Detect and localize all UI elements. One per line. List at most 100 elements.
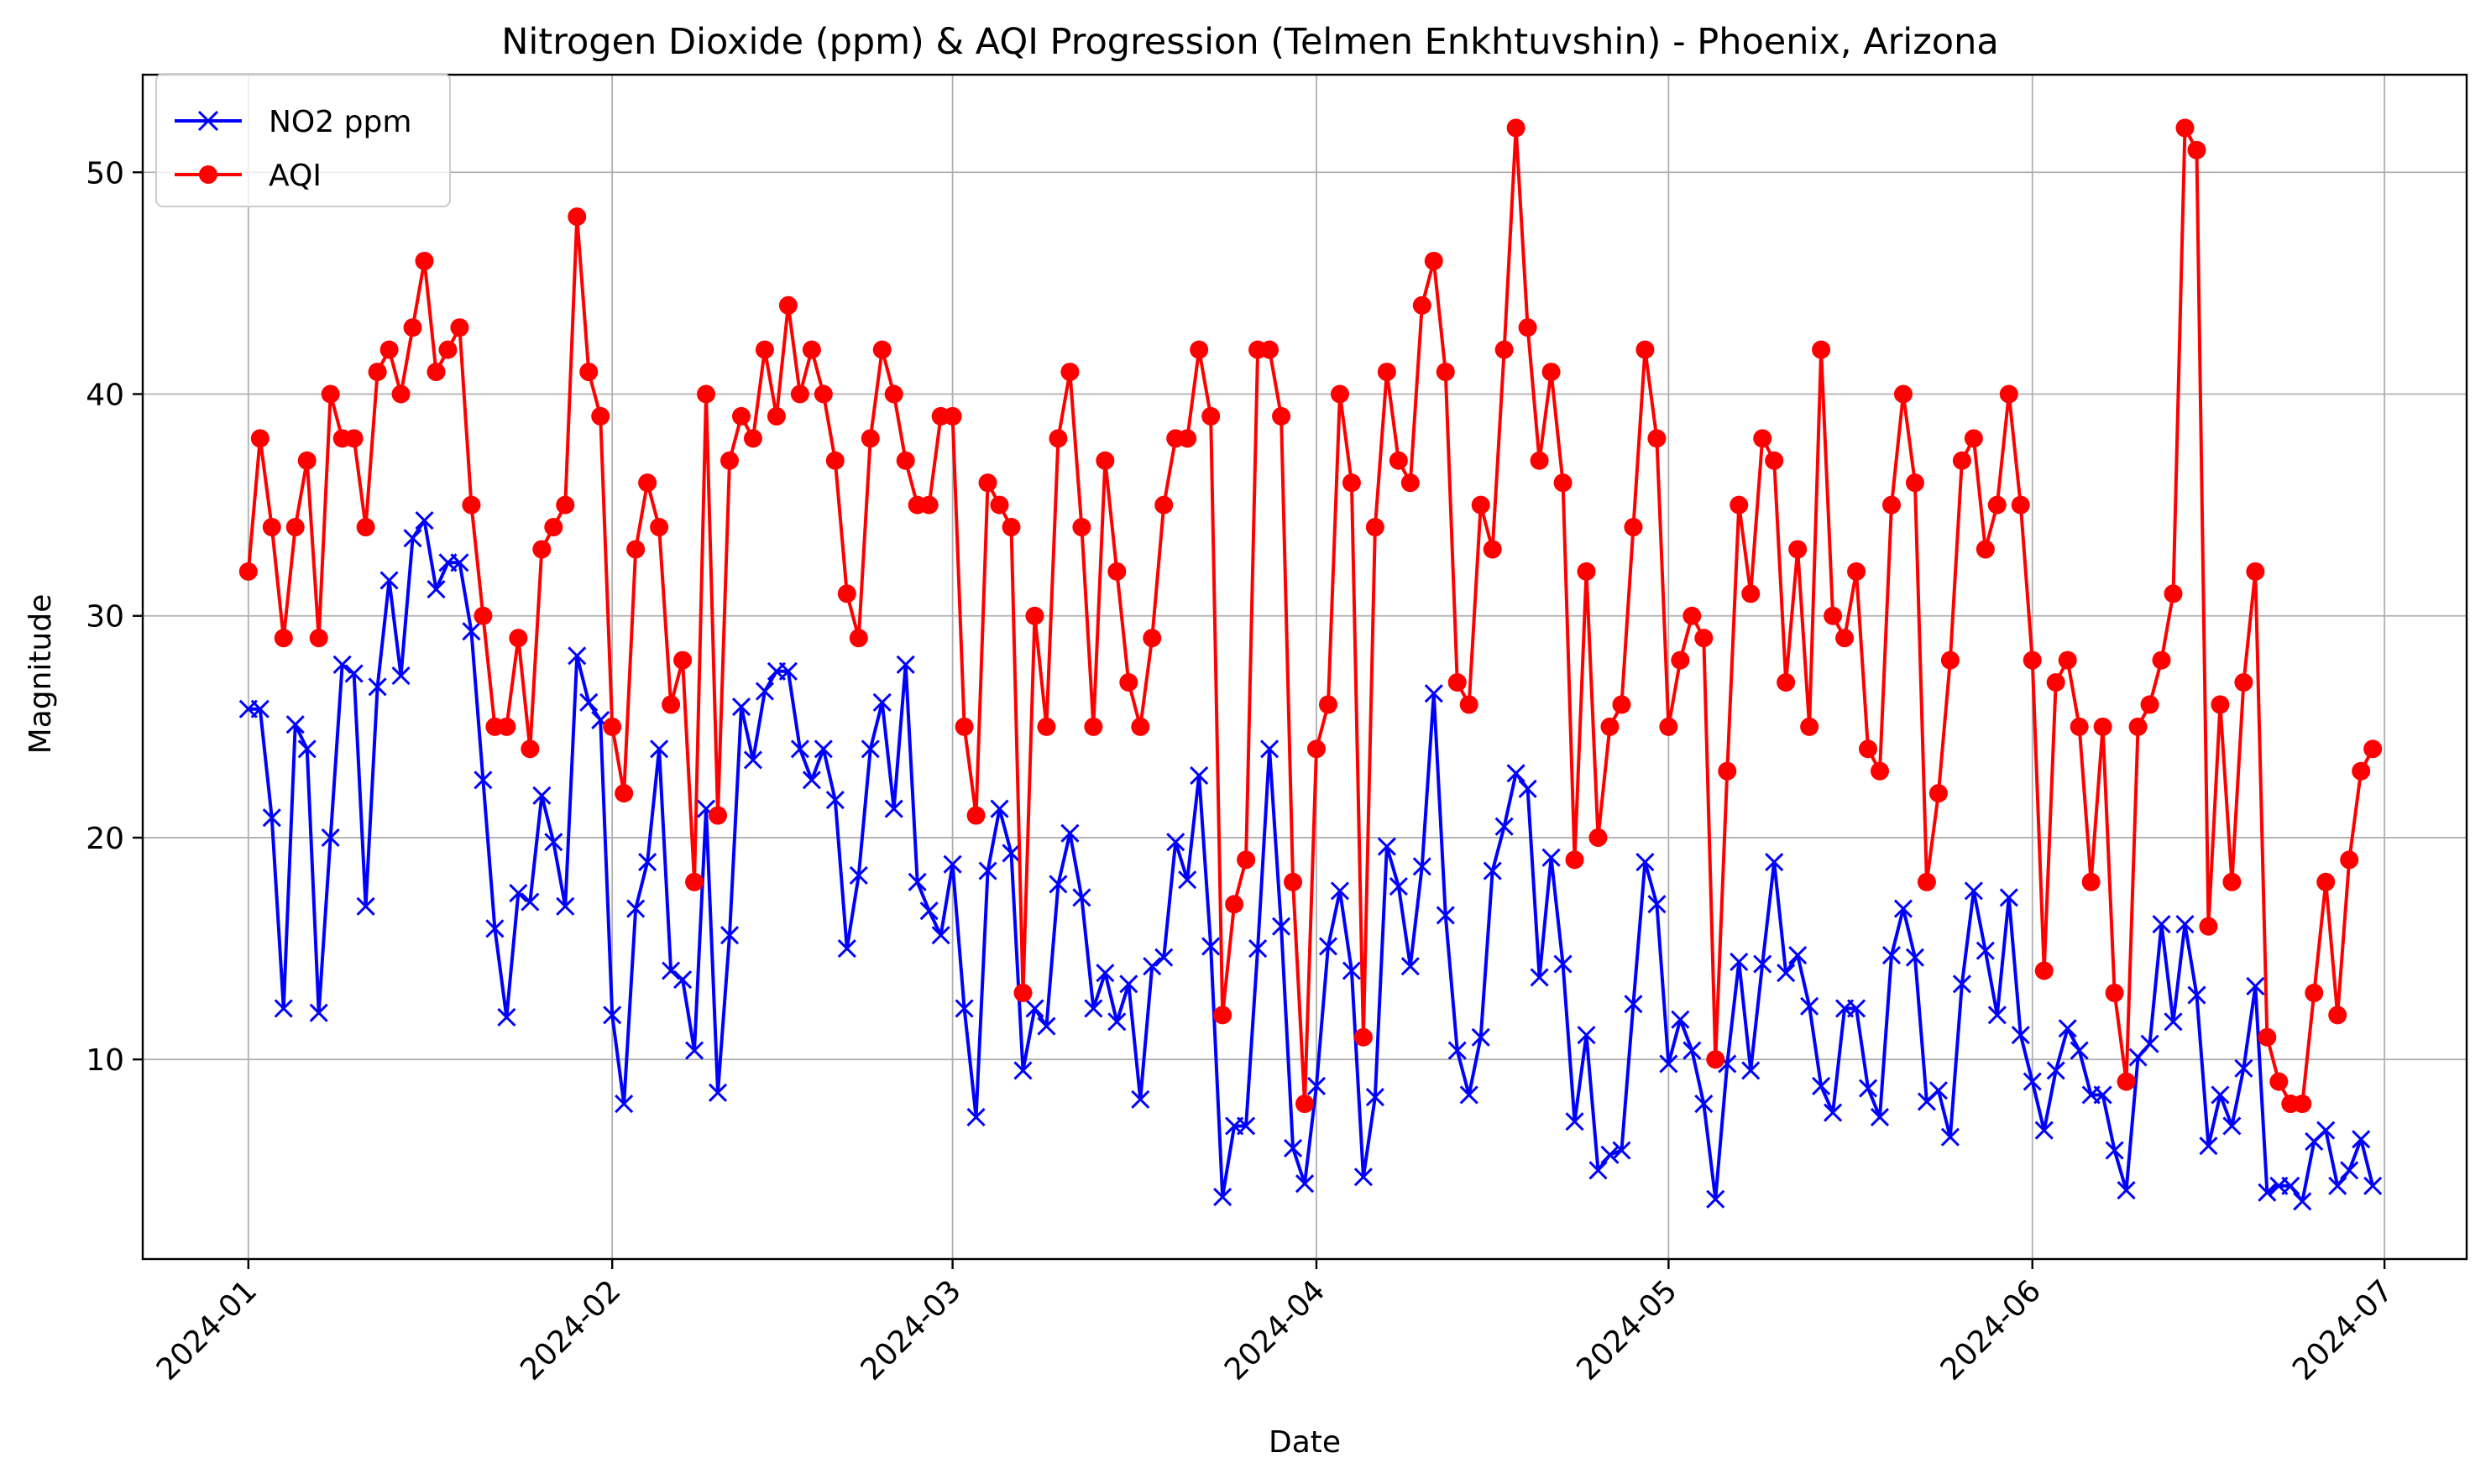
aqi-point — [1952, 451, 1971, 470]
no2-point — [1107, 1012, 1127, 1032]
aqi-point — [1741, 584, 1761, 604]
aqi-point — [1928, 784, 1948, 803]
no2-point — [1143, 957, 1162, 976]
no2-point — [1166, 833, 1185, 852]
aqi-point — [872, 340, 892, 359]
no2-point — [1518, 779, 1537, 798]
no2-point — [1353, 1168, 1373, 1187]
no2-point — [2246, 976, 2265, 996]
no2-point — [1483, 861, 1502, 880]
aqi-point — [2199, 917, 2218, 936]
aqi-point — [1506, 118, 1525, 138]
no2-point — [1190, 766, 1209, 786]
aqi-point — [591, 406, 610, 426]
no2-point — [368, 677, 387, 697]
aqi-point — [415, 251, 434, 270]
aqi-point — [1436, 363, 1455, 382]
aqi-point — [1190, 340, 1209, 359]
no2-point — [1131, 1089, 1150, 1109]
no2-point — [1049, 875, 1068, 894]
aqi-point — [790, 384, 809, 404]
aqi-point — [1272, 406, 1291, 426]
no2-point — [391, 666, 411, 686]
aqi-point — [1306, 739, 1326, 759]
aqi-point — [1881, 495, 1901, 515]
aqi-point — [849, 629, 868, 648]
no2-point — [1494, 817, 1514, 836]
no2-point — [2222, 1116, 2242, 1136]
aqi-point — [978, 473, 997, 493]
no2-point — [731, 698, 751, 717]
aqi-point — [1893, 384, 1913, 404]
no2-point — [1436, 906, 1455, 925]
aqi-point — [638, 473, 657, 493]
no2-point — [919, 901, 939, 921]
no2-point — [1999, 888, 2018, 907]
no2-point — [1624, 995, 1643, 1014]
aqi-point — [1824, 606, 1843, 625]
aqi-point — [309, 629, 328, 648]
aqi-point — [297, 451, 317, 470]
aqi-point — [2023, 651, 2042, 670]
aqi-point — [2246, 562, 2265, 581]
no2-point — [662, 961, 681, 980]
no2-point — [849, 865, 868, 885]
no2-point — [1530, 968, 1549, 987]
no2-point — [1788, 945, 1808, 965]
no2-point — [1928, 1081, 1948, 1100]
aqi-point — [2293, 1095, 2312, 1114]
aqi-point — [1447, 672, 1467, 692]
no2-point — [2199, 1137, 2218, 1156]
series-line — [246, 126, 2374, 1106]
no2-point — [720, 926, 740, 945]
no2-point — [1318, 937, 1338, 956]
aqi-point — [1483, 540, 1502, 559]
aqi-point — [1541, 363, 1561, 382]
aqi-point — [896, 451, 915, 470]
aqi-point — [1389, 451, 1408, 470]
aqi-point — [2105, 983, 2124, 1002]
no2-point — [344, 664, 364, 683]
no2-point — [755, 682, 774, 701]
no2-point — [1259, 739, 1280, 759]
aqi-point — [966, 806, 986, 825]
no2-point — [2105, 1141, 2124, 1160]
no2-point — [1424, 684, 1443, 703]
aqi-point — [2117, 1072, 2136, 1091]
no2-point — [1600, 1145, 1620, 1164]
no2-point — [872, 692, 892, 712]
no2-point — [1342, 961, 1361, 980]
no2-point — [790, 739, 809, 759]
aqi-point — [626, 540, 646, 559]
y-tick-label: 50 — [86, 156, 124, 191]
aqi-point — [1400, 473, 1420, 493]
no2-point — [1060, 823, 1080, 843]
aqi-point — [497, 717, 516, 736]
aqi-point — [861, 429, 880, 448]
aqi-point — [919, 495, 939, 515]
no2-point — [485, 919, 505, 938]
grid — [143, 75, 2467, 1259]
x-axis-label: Date — [1269, 1425, 1341, 1460]
no2-point — [532, 786, 552, 805]
no2-point — [615, 1094, 634, 1114]
aqi-point — [1377, 363, 1396, 382]
no2-point — [1025, 999, 1044, 1018]
aqi-point — [1412, 295, 1431, 315]
aqi-point — [509, 629, 528, 648]
no2-point — [1447, 1041, 1467, 1060]
aqi-point — [1588, 828, 1608, 847]
no2-point — [2175, 914, 2195, 934]
no2-point — [1096, 964, 1115, 983]
aqi-point — [2152, 651, 2171, 670]
aqi-point — [1577, 562, 1596, 581]
aqi-point — [2258, 1027, 2277, 1047]
aqi-point — [1600, 717, 1620, 736]
no2-point — [650, 739, 669, 759]
aqi-point — [650, 518, 669, 537]
series-line — [248, 519, 2375, 1204]
no2-point — [814, 739, 833, 759]
aqi-point — [2011, 495, 2030, 515]
aqi-point — [1999, 384, 2018, 404]
